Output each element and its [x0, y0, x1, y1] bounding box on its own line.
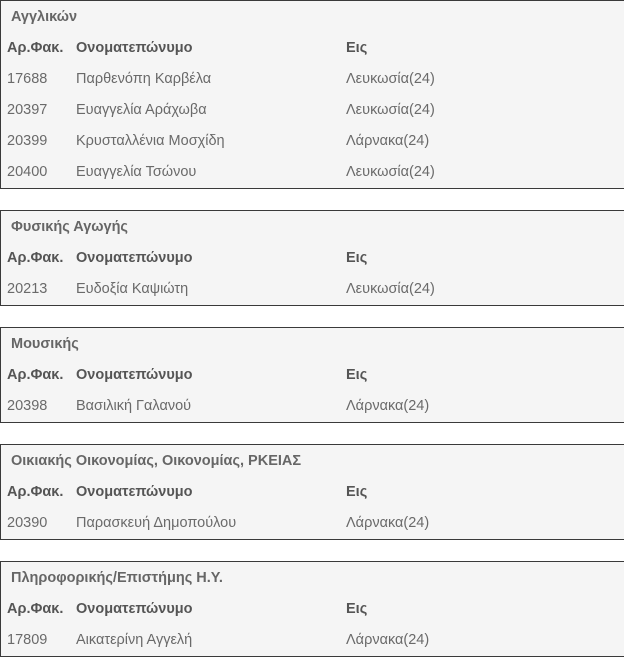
- header-to: Εις: [346, 484, 368, 500]
- table-row: 20399 Κρυσταλλένια Μοσχίδη Λάρνακα(24): [1, 126, 624, 157]
- file-no: 20397: [7, 102, 48, 118]
- file-no: 17809: [7, 632, 48, 648]
- header-to: Εις: [346, 601, 368, 617]
- section-0: Αγγλικών Αρ.Φακ. Ονοματεπώνυμο Εις 17688 Παρθ…: [0, 0, 624, 189]
- header-file-no: Αρ.Φακ.: [7, 250, 64, 266]
- section-1: Φυσικής Αγωγής Αρ.Φακ. Ονοματεπώνυμο Εις 202…: [0, 210, 624, 306]
- header-name: Ονοματεπώνυμο: [76, 484, 193, 500]
- table-row: 20390 Παρασκευή Δημοπούλου Λάρνακα(24): [1, 508, 624, 539]
- file-no: 20400: [7, 164, 48, 180]
- destination: Λευκωσία(24): [346, 164, 435, 180]
- full-name: Παρασκευή Δημοπούλου: [76, 515, 237, 531]
- section-title: Πληροφορικής/Επιστήμης Η.Υ.: [11, 570, 223, 586]
- file-no: 20213: [7, 281, 48, 297]
- table-row: 20398 Βασιλική Γαλανού Λάρνακα(24): [1, 391, 624, 422]
- file-no: 20398: [7, 398, 48, 414]
- table-row: 20213 Ευδοξία Καψιώτη Λευκωσία(24): [1, 274, 624, 305]
- table-row: 17688 Παρθενόπη Καρβέλα Λευκωσία(24): [1, 64, 624, 95]
- destination: Λάρνακα(24): [346, 398, 430, 414]
- full-name: Κρυσταλλένια Μοσχίδη: [76, 133, 225, 149]
- header-row: Αρ.Φακ. Ονοματεπώνυμο Εις: [1, 477, 624, 508]
- table-row: 20397 Ευαγγελία Αράχωβα Λευκωσία(24): [1, 95, 624, 126]
- header-file-no: Αρ.Φακ.: [7, 601, 64, 617]
- destination: Λευκωσία(24): [346, 102, 435, 118]
- full-name: Βασιλική Γαλανού: [76, 398, 192, 414]
- header-row: Αρ.Φακ. Ονοματεπώνυμο Εις: [1, 243, 624, 274]
- destination: Λευκωσία(24): [346, 71, 435, 87]
- table-row: 17809 Αικατερίνη Αγγελή Λάρνακα(24): [1, 625, 624, 656]
- destination: Λάρνακα(24): [346, 515, 430, 531]
- file-no: 20399: [7, 133, 48, 149]
- header-to: Εις: [346, 250, 368, 266]
- section-title: Φυσικής Αγωγής: [11, 219, 128, 235]
- destination: Λάρνακα(24): [346, 133, 430, 149]
- destination: Λάρνακα(24): [346, 632, 430, 648]
- header-row: Αρ.Φακ. Ονοματεπώνυμο Εις: [1, 594, 624, 625]
- section-2: Μουσικής Αρ.Φακ. Ονοματεπώνυμο Εις 20398 Βασι…: [0, 327, 624, 423]
- header-to: Εις: [346, 367, 368, 383]
- header-name: Ονοματεπώνυμο: [76, 367, 193, 383]
- section-3: Οικιακής Οικονομίας, Οικονομίας, ΡΚΕΙΑΣ Α…: [0, 444, 624, 540]
- header-to: Εις: [346, 40, 368, 56]
- header-row: Αρ.Φακ. Ονοματεπώνυμο Εις: [1, 33, 624, 64]
- full-name: Αικατερίνη Αγγελή: [76, 632, 193, 648]
- full-name: Ευαγγελία Τσώνου: [76, 164, 197, 180]
- section-title: Αγγλικών: [11, 9, 78, 25]
- file-no: 17688: [7, 71, 48, 87]
- file-no: 20390: [7, 515, 48, 531]
- table-row: 20400 Ευαγγελία Τσώνου Λευκωσία(24): [1, 157, 624, 188]
- full-name: Ευαγγελία Αράχωβα: [76, 102, 207, 118]
- header-row: Αρ.Φακ. Ονοματεπώνυμο Εις: [1, 360, 624, 391]
- full-name: Ευδοξία Καψιώτη: [76, 281, 189, 297]
- full-name: Παρθενόπη Καρβέλα: [76, 71, 212, 87]
- header-file-no: Αρ.Φακ.: [7, 367, 64, 383]
- destination: Λευκωσία(24): [346, 281, 435, 297]
- header-file-no: Αρ.Φακ.: [7, 484, 64, 500]
- header-file-no: Αρ.Φακ.: [7, 40, 64, 56]
- section-title: Μουσικής: [11, 336, 79, 352]
- header-name: Ονοματεπώνυμο: [76, 250, 193, 266]
- header-name: Ονοματεπώνυμο: [76, 40, 193, 56]
- section-title: Οικιακής Οικονομίας, Οικονομίας, ΡΚΕΙΑΣ: [11, 453, 302, 469]
- section-4: Πληροφορικής/Επιστήμης Η.Υ. Αρ.Φακ. Ονοματ…: [0, 561, 624, 657]
- header-name: Ονοματεπώνυμο: [76, 601, 193, 617]
